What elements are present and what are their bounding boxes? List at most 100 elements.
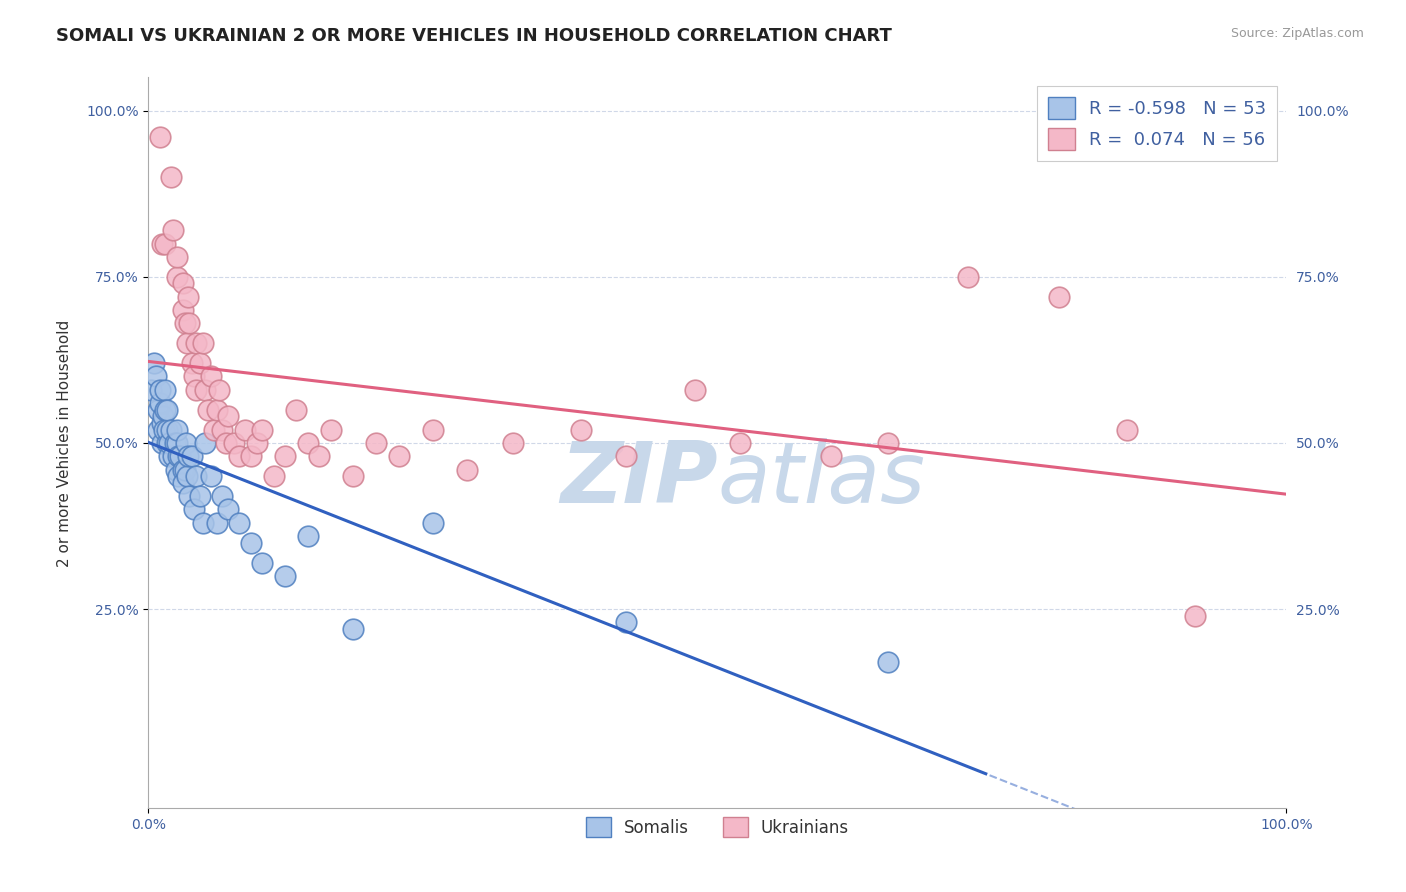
Point — [174, 436, 197, 450]
Point — [186, 469, 208, 483]
Point — [165, 462, 187, 476]
Point — [143, 356, 166, 370]
Point — [173, 462, 195, 476]
Point — [166, 436, 188, 450]
Legend: Somalis, Ukrainians: Somalis, Ukrainians — [579, 810, 856, 844]
Point — [215, 436, 238, 450]
Point — [169, 449, 191, 463]
Point — [191, 516, 214, 530]
Point — [194, 383, 217, 397]
Point — [252, 556, 274, 570]
Text: SOMALI VS UKRAINIAN 2 OR MORE VEHICLES IN HOUSEHOLD CORRELATION CHART: SOMALI VS UKRAINIAN 2 OR MORE VEHICLES I… — [56, 27, 893, 45]
Point — [179, 489, 201, 503]
Point — [200, 369, 222, 384]
Point — [146, 402, 169, 417]
Point — [155, 236, 177, 251]
Point — [456, 462, 478, 476]
Point — [149, 383, 172, 397]
Point — [297, 529, 319, 543]
Point — [342, 469, 364, 483]
Point — [160, 170, 183, 185]
Text: ZIP: ZIP — [560, 438, 717, 521]
Point — [616, 615, 638, 630]
Point — [167, 449, 190, 463]
Point — [245, 436, 267, 450]
Point — [263, 469, 285, 483]
Point — [156, 423, 179, 437]
Point — [156, 436, 179, 450]
Point — [204, 423, 226, 437]
Point — [166, 423, 188, 437]
Point — [139, 383, 162, 397]
Point — [166, 269, 188, 284]
Point — [1184, 608, 1206, 623]
Point — [176, 336, 198, 351]
Point — [877, 655, 900, 669]
Point — [616, 449, 638, 463]
Point — [177, 449, 200, 463]
Point — [149, 130, 172, 145]
Point — [183, 502, 205, 516]
Point — [162, 223, 184, 237]
Point — [172, 303, 194, 318]
Point — [252, 423, 274, 437]
Point — [177, 290, 200, 304]
Point — [1047, 290, 1070, 304]
Point — [180, 356, 202, 370]
Point — [146, 423, 169, 437]
Point — [205, 402, 228, 417]
Point — [176, 469, 198, 483]
Point — [239, 535, 262, 549]
Point — [239, 449, 262, 463]
Y-axis label: 2 or more Vehicles in Household: 2 or more Vehicles in Household — [58, 319, 72, 566]
Point — [188, 356, 211, 370]
Point — [179, 316, 201, 330]
Point — [150, 416, 173, 430]
Point — [364, 436, 387, 450]
Point — [163, 436, 186, 450]
Point — [342, 622, 364, 636]
Point — [211, 489, 233, 503]
Point — [233, 423, 256, 437]
Point — [502, 436, 524, 450]
Point — [194, 436, 217, 450]
Point — [150, 436, 173, 450]
Point — [157, 436, 180, 450]
Point — [388, 449, 411, 463]
Point — [1116, 423, 1139, 437]
Point — [188, 489, 211, 503]
Point — [186, 383, 208, 397]
Point — [183, 369, 205, 384]
Point — [200, 469, 222, 483]
Point — [155, 383, 177, 397]
Point — [683, 383, 706, 397]
Point — [422, 423, 444, 437]
Text: atlas: atlas — [717, 438, 925, 521]
Point — [172, 475, 194, 490]
Point — [217, 502, 239, 516]
Point — [285, 402, 308, 417]
Point — [228, 449, 250, 463]
Point — [167, 469, 190, 483]
Point — [319, 423, 342, 437]
Point — [149, 396, 172, 410]
Point — [205, 516, 228, 530]
Point — [228, 516, 250, 530]
Point — [274, 569, 297, 583]
Point — [150, 236, 173, 251]
Point — [186, 336, 208, 351]
Point — [820, 449, 842, 463]
Point — [157, 449, 180, 463]
Point — [153, 423, 176, 437]
Point — [180, 449, 202, 463]
Point — [172, 277, 194, 291]
Point — [569, 423, 592, 437]
Point — [156, 402, 179, 417]
Point — [155, 402, 177, 417]
Point — [145, 369, 167, 384]
Point — [162, 449, 184, 463]
Point — [274, 449, 297, 463]
Point — [172, 462, 194, 476]
Point — [211, 423, 233, 437]
Point — [217, 409, 239, 424]
